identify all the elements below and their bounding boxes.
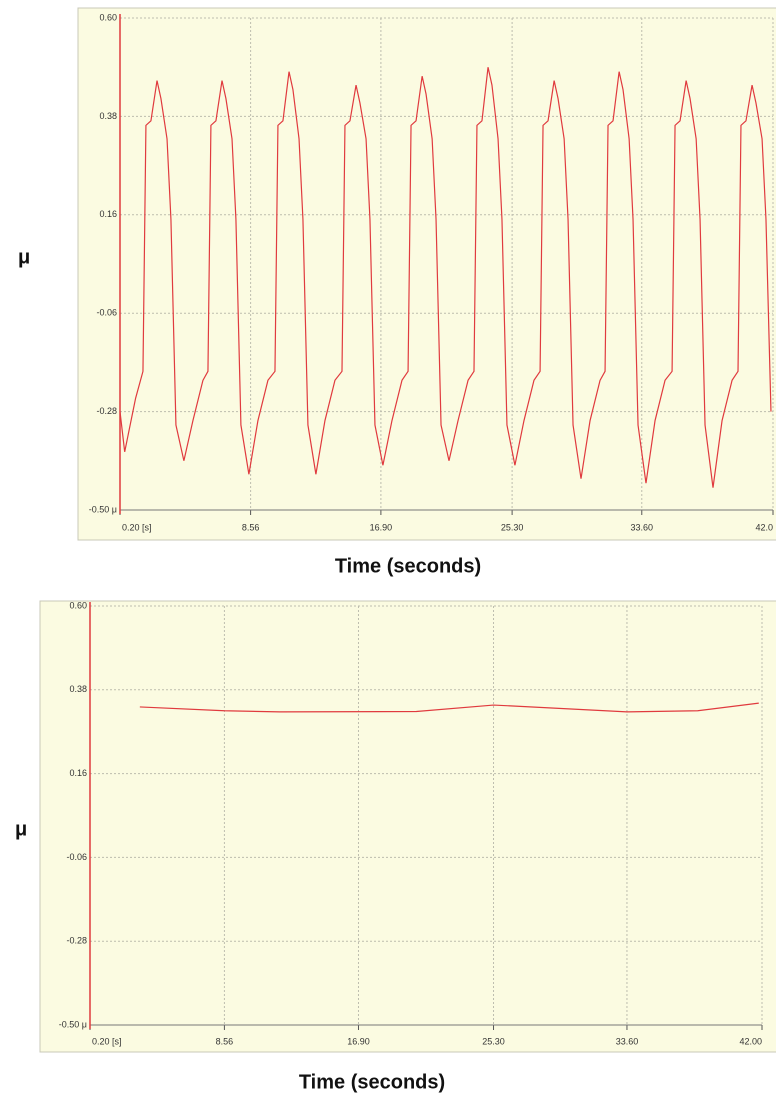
y-tick-label: 0.16 (99, 209, 117, 219)
x-tick-label: 25.30 (482, 1036, 505, 1046)
x-tick-label: 33.60 (616, 1036, 639, 1046)
y-tick-label: -0.06 (96, 308, 117, 318)
x-tick-label: 0.20 [s] (92, 1036, 122, 1046)
y-tick-label: 0.38 (99, 111, 117, 121)
data-line (139, 702, 759, 713)
y-tick-label: -0.28 (66, 936, 87, 946)
y-tick-label: -0.06 (66, 852, 87, 862)
x-tick-label: 16.90 (347, 1036, 370, 1046)
y-axis-label: μ (15, 818, 27, 840)
x-tick-label: 33.60 (631, 522, 654, 532)
x-tick-label: 25.30 (501, 522, 524, 532)
y-tick-label: -0.50 μ (59, 1019, 87, 1029)
y-tick-label: 0.38 (69, 684, 87, 694)
panel (77, 7, 776, 541)
x-tick-label: 8.56 (216, 1036, 234, 1046)
y-tick-label: 0.60 (99, 12, 117, 22)
x-tick-label: 42.0 (755, 522, 773, 532)
y-axis-label: μ (18, 246, 30, 268)
x-axis-label: Time (seconds) (299, 1071, 445, 1093)
x-tick-label: 16.90 (370, 522, 393, 532)
panel (39, 600, 776, 1053)
y-tick-label: -0.28 (96, 406, 117, 416)
data-line (119, 67, 772, 488)
y-tick-label: 0.16 (69, 768, 87, 778)
x-tick-label: 0.20 [s] (122, 522, 152, 532)
x-tick-label: 42.00 (739, 1036, 762, 1046)
y-tick-label: -0.50 μ (89, 504, 117, 514)
y-tick-label: 0.60 (69, 600, 87, 610)
x-axis-label: Time (seconds) (335, 555, 481, 577)
x-tick-label: 8.56 (242, 522, 260, 532)
